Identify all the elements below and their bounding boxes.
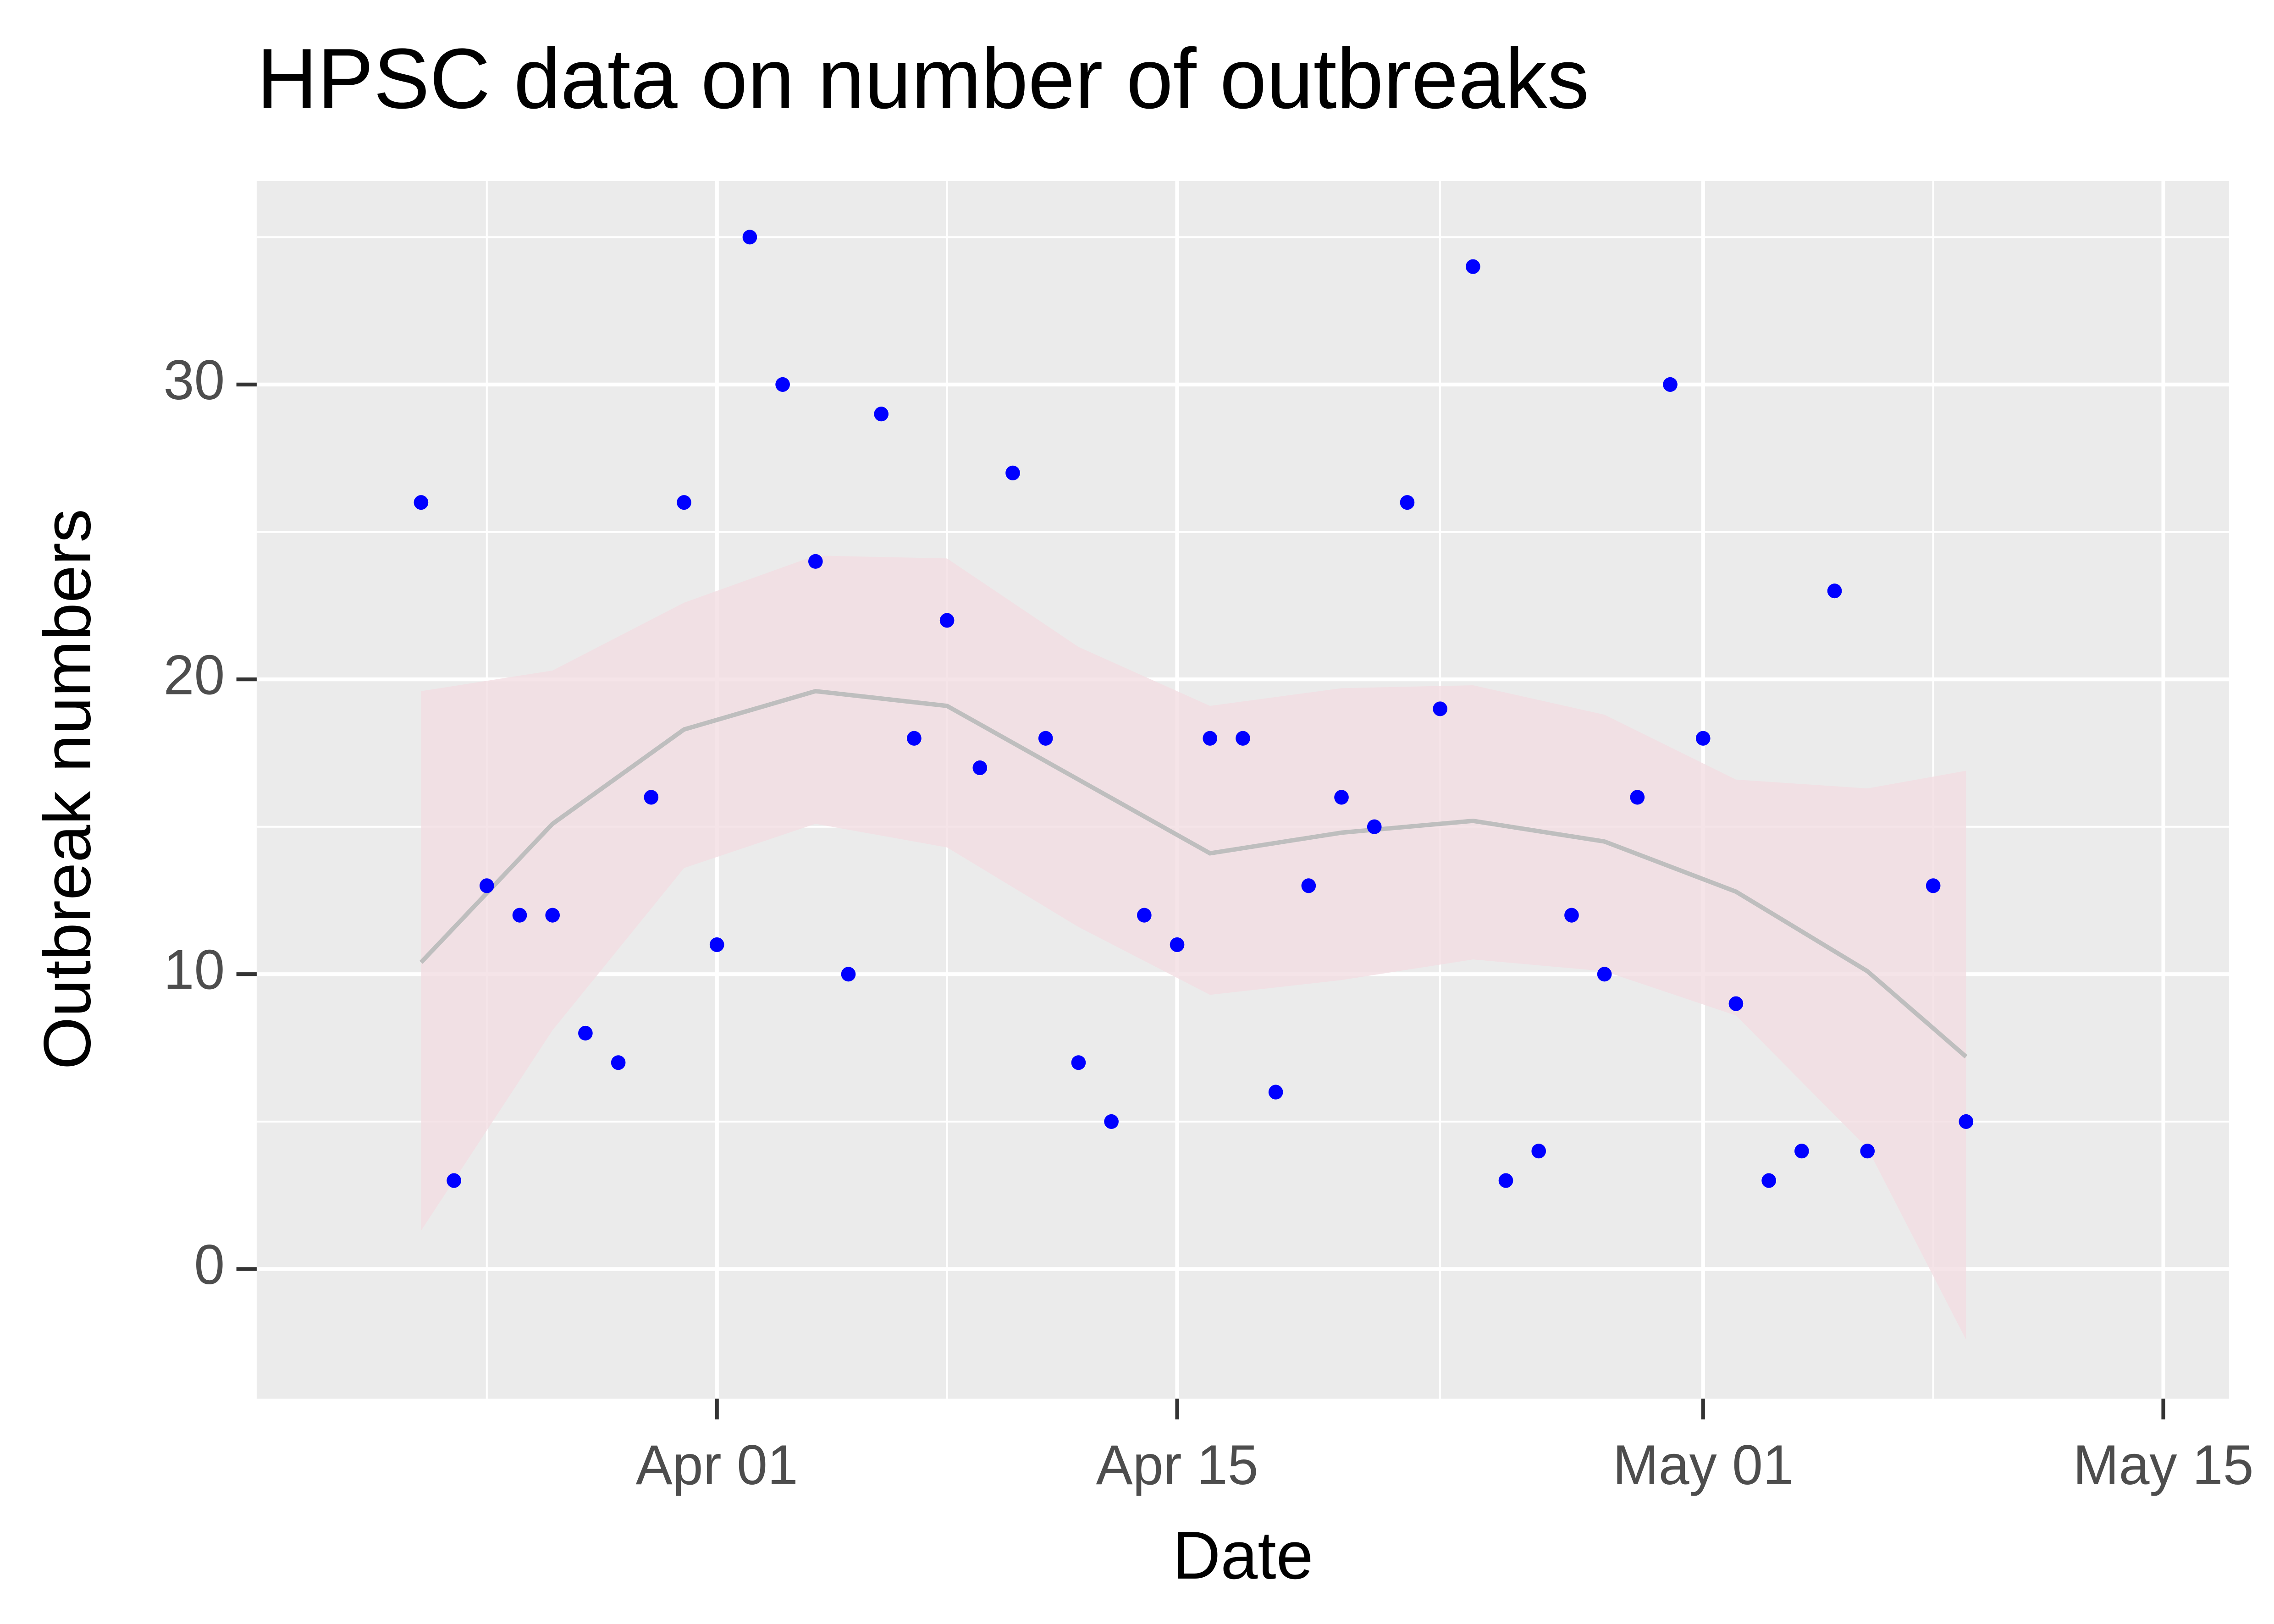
point bbox=[1597, 967, 1612, 982]
point bbox=[1071, 1055, 1086, 1070]
y-tick-label: 10 bbox=[164, 938, 225, 1001]
point bbox=[742, 230, 757, 245]
point bbox=[644, 790, 659, 805]
point bbox=[1695, 731, 1711, 746]
point bbox=[1400, 495, 1415, 510]
point bbox=[1827, 584, 1842, 599]
y-axis-label: Outbreak numbers bbox=[30, 509, 105, 1070]
chart-title: HPSC data on number of outbreaks bbox=[257, 31, 1589, 127]
point bbox=[1137, 908, 1152, 923]
point bbox=[1104, 1114, 1119, 1129]
point bbox=[1433, 701, 1447, 716]
y-tick-label: 30 bbox=[164, 348, 225, 411]
point bbox=[1268, 1085, 1283, 1100]
point bbox=[1959, 1114, 1974, 1129]
point bbox=[611, 1055, 626, 1070]
point bbox=[1301, 878, 1316, 893]
point bbox=[1728, 996, 1744, 1011]
point bbox=[775, 377, 790, 392]
x-axis-label: Date bbox=[1172, 1518, 1313, 1593]
point bbox=[1926, 878, 1941, 893]
point bbox=[578, 1025, 593, 1041]
y-tick-label: 0 bbox=[194, 1233, 225, 1296]
point bbox=[414, 495, 429, 510]
point bbox=[1236, 731, 1250, 746]
point bbox=[1203, 731, 1218, 746]
point bbox=[1564, 908, 1579, 923]
point bbox=[841, 967, 856, 982]
point bbox=[972, 760, 988, 776]
point bbox=[1367, 819, 1382, 834]
confidence-ribbon bbox=[421, 555, 1966, 1340]
point bbox=[1466, 259, 1480, 274]
marks bbox=[414, 230, 1974, 1340]
x-tick-label: May 01 bbox=[1613, 1433, 1794, 1496]
point bbox=[874, 407, 889, 422]
point bbox=[1038, 731, 1053, 746]
point bbox=[677, 495, 691, 510]
point bbox=[512, 908, 527, 923]
x-tick-label: Apr 01 bbox=[636, 1433, 798, 1496]
y-tick-label: 20 bbox=[164, 644, 225, 706]
point bbox=[907, 731, 922, 746]
point bbox=[545, 908, 560, 923]
smooth-line bbox=[419, 688, 1968, 1059]
point bbox=[1761, 1173, 1776, 1188]
point bbox=[808, 554, 823, 569]
point bbox=[447, 1173, 461, 1188]
x-tick-label: Apr 15 bbox=[1096, 1433, 1258, 1496]
point bbox=[1005, 465, 1020, 480]
point bbox=[1630, 790, 1645, 805]
point bbox=[1860, 1144, 1875, 1159]
point bbox=[1170, 937, 1185, 952]
point bbox=[1663, 377, 1678, 392]
point bbox=[479, 878, 494, 893]
x-tick-label: May 15 bbox=[2073, 1433, 2253, 1496]
point bbox=[1498, 1173, 1513, 1188]
point bbox=[1334, 790, 1349, 805]
point bbox=[1794, 1144, 1809, 1159]
point bbox=[939, 613, 955, 628]
point bbox=[709, 937, 724, 952]
point bbox=[1531, 1144, 1546, 1159]
